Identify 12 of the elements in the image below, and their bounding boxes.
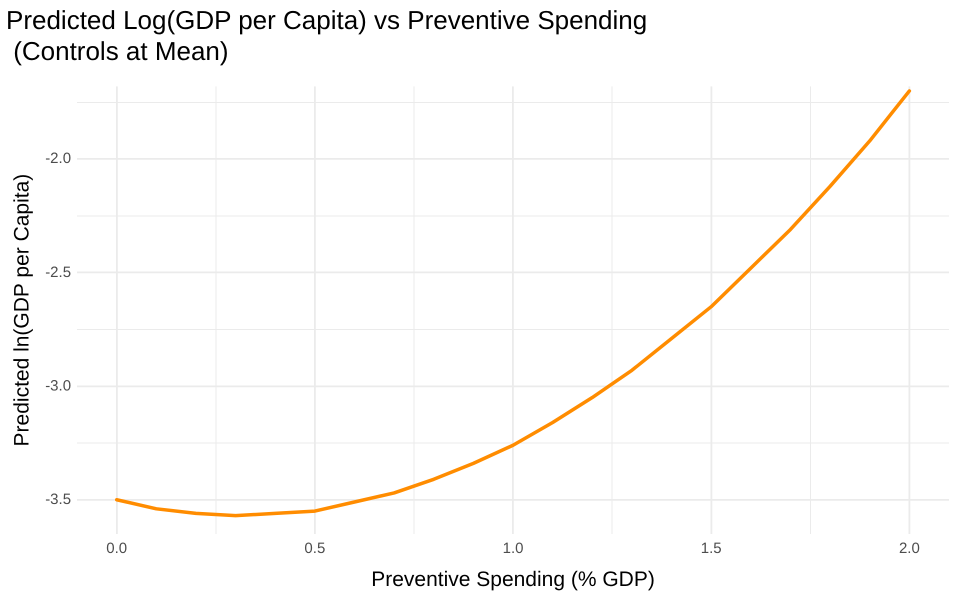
x-tick-label: 2.0 (898, 540, 920, 557)
x-tick-label: 0.5 (304, 540, 326, 557)
y-axis-title: Predicted ln(GDP per Capita) (10, 174, 34, 446)
y-tick-label: -2.5 (45, 264, 72, 281)
x-axis-title: Preventive Spending (% GDP) (371, 568, 655, 592)
y-tick-label: -2.0 (45, 150, 72, 168)
x-tick-label: 1.0 (502, 540, 524, 557)
x-tick-label: 0.0 (106, 540, 128, 557)
chart-title: Predicted Log(GDP per Capita) vs Preventive Spending (Controls at Mean) (6, 4, 648, 66)
y-tick-label: -3.5 (45, 490, 72, 508)
y-tick-label: -3.0 (45, 377, 72, 394)
x-tick-label: 1.5 (700, 540, 722, 557)
